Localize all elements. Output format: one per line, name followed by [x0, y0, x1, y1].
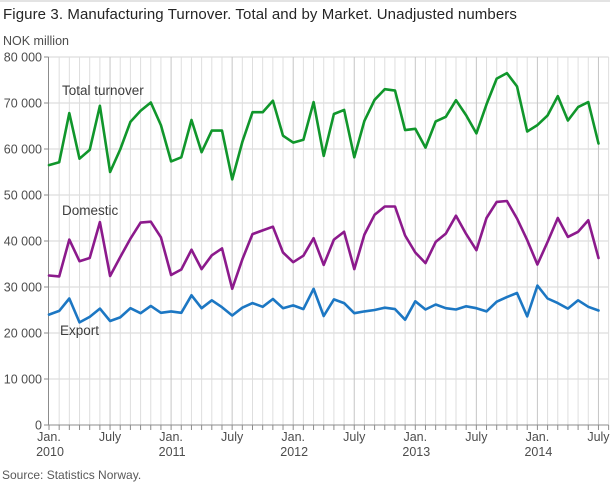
y-tick-label: 0: [35, 419, 42, 433]
series-line-domestic: [47, 199, 600, 291]
y-tick-label: 80 000: [4, 51, 42, 65]
source-note: Source: Statistics Norway.: [2, 468, 142, 482]
series-lines: [47, 71, 600, 324]
x-tick-label-year: 2014: [524, 445, 552, 459]
x-tick-label: July: [99, 430, 122, 444]
x-tick-label: Jan.: [526, 430, 550, 444]
x-tick-label: July: [221, 430, 244, 444]
x-tick-label: July: [465, 430, 488, 444]
y-tick-label: 60 000: [4, 143, 42, 157]
axis-labels: 0 10 000 20 000 30 000 40 000 50 000 60 000 70 …: [4, 51, 610, 460]
x-tick-label-year: 2010: [36, 445, 64, 459]
y-tick-label: 70 000: [4, 97, 42, 111]
series-label-export: Export: [60, 323, 99, 338]
gridlines: [48, 56, 610, 425]
x-tick-label: Jan.: [159, 430, 183, 444]
x-tick-label-year: 2013: [402, 445, 430, 459]
series-line-total-turnover: [47, 71, 600, 181]
x-tick-label: July: [587, 430, 610, 444]
x-tick-label: Jan.: [403, 430, 427, 444]
series-line-export: [47, 284, 600, 324]
series-label-total-turnover: Total turnover: [62, 83, 144, 98]
y-tick-label: 40 000: [4, 235, 42, 249]
x-tick-label-year: 2011: [159, 445, 186, 459]
y-tick-label: 30 000: [4, 281, 42, 295]
y-axis-unit-label: NOK million: [3, 34, 69, 48]
chart-title: Figure 3. Manufacturing Turnover. Total …: [3, 6, 517, 23]
y-tick-label: 20 000: [4, 327, 42, 341]
x-tick-label: Jan.: [37, 430, 61, 444]
series-label-domestic: Domestic: [62, 203, 119, 218]
axes: [44, 56, 610, 430]
x-tick-label-year: 2012: [280, 445, 308, 459]
x-tick-label: July: [343, 430, 366, 444]
y-tick-label: 50 000: [4, 189, 42, 203]
x-tick-label: Jan.: [281, 430, 305, 444]
y-tick-label: 10 000: [4, 373, 42, 387]
